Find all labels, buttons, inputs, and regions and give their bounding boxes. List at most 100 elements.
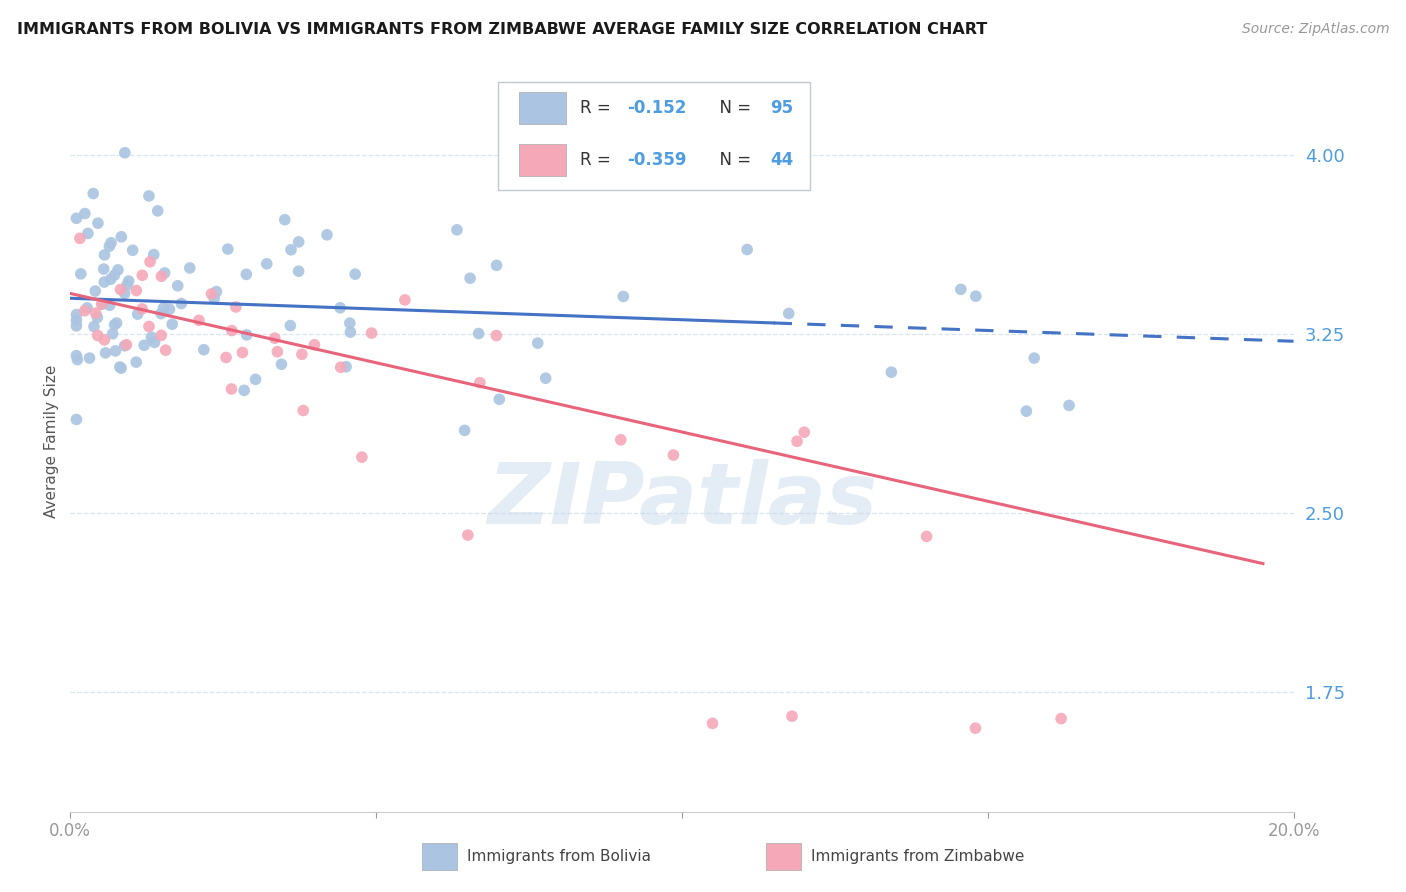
Text: N =: N = [709,151,756,169]
Point [114,286,136,301]
Point [350,450,373,464]
Text: ZIPatlas: ZIPatlas [486,459,877,542]
Point [93,275,115,289]
Point [143,335,166,350]
Point [103,318,125,332]
Point [87,216,110,230]
Point [793,425,815,440]
Point [280,318,302,333]
Text: 95: 95 [770,99,793,117]
Point [485,258,508,272]
Point [329,360,352,375]
Text: -0.359: -0.359 [627,151,686,169]
Point [127,307,149,321]
Point [82,186,104,201]
Text: Immigrants from Zimbabwe: Immigrants from Zimbabwe [811,849,1025,863]
Point [146,203,169,218]
Text: IMMIGRANTS FROM BOLIVIA VS IMMIGRANTS FROM ZIMBABWE AVERAGE FAMILY SIZE CORRELAT: IMMIGRANTS FROM BOLIVIA VS IMMIGRANTS FR… [17,22,987,37]
Point [76,301,98,315]
Point [125,284,148,298]
Point [65,313,87,327]
Point [485,328,508,343]
Point [235,327,257,342]
Point [225,300,247,314]
Point [231,345,253,359]
Point [110,283,132,297]
Point [339,316,361,330]
Point [69,231,91,245]
Point [526,336,548,351]
Point [915,529,938,543]
Point [65,308,87,322]
Point [150,269,173,284]
Point [98,298,121,312]
Point [235,268,257,282]
Point [65,412,87,426]
Point [69,267,91,281]
Point [141,330,163,344]
Point [221,324,243,338]
Point [287,235,309,249]
Point [612,289,634,303]
Point [534,371,557,385]
Bar [519,145,565,176]
Point [266,344,288,359]
Point [159,302,181,317]
Point [221,382,243,396]
Point [93,248,115,262]
Text: 44: 44 [770,151,793,169]
Point [394,293,416,307]
Text: Source: ZipAtlas.com: Source: ZipAtlas.com [1241,22,1389,37]
Point [292,403,315,417]
Point [84,306,107,320]
FancyBboxPatch shape [499,82,810,190]
Point [467,326,489,341]
Point [110,229,132,244]
Point [488,392,510,407]
Point [188,313,211,327]
Point [304,338,326,352]
Point [610,433,633,447]
Point [105,316,128,330]
Text: R =: R = [581,151,616,169]
Point [335,359,357,374]
Point [131,268,153,283]
Point [131,301,153,316]
Point [880,365,903,379]
Point [205,285,228,299]
Point [233,384,256,398]
Point [458,271,481,285]
Point [166,278,188,293]
Point [65,349,87,363]
Point [160,317,183,331]
Point [263,331,285,345]
Point [73,303,96,318]
Point [270,357,292,371]
Point [104,343,127,358]
Point [100,272,122,286]
Point [1057,399,1080,413]
Point [114,145,136,160]
Point [121,244,143,258]
Point [77,227,100,241]
Point [360,326,382,340]
Point [468,376,491,390]
Point [200,286,222,301]
Point [115,277,138,292]
Point [1024,351,1046,365]
Point [150,328,173,343]
Point [153,266,176,280]
Point [339,325,361,339]
Point [280,243,302,257]
Point [344,267,367,281]
Point [66,352,89,367]
Point [90,297,112,311]
Point [256,257,278,271]
Point [115,337,138,351]
Point [150,307,173,321]
Point [83,319,105,334]
Point [215,351,238,365]
Point [287,264,309,278]
Point [1015,404,1038,418]
Point [965,721,987,735]
